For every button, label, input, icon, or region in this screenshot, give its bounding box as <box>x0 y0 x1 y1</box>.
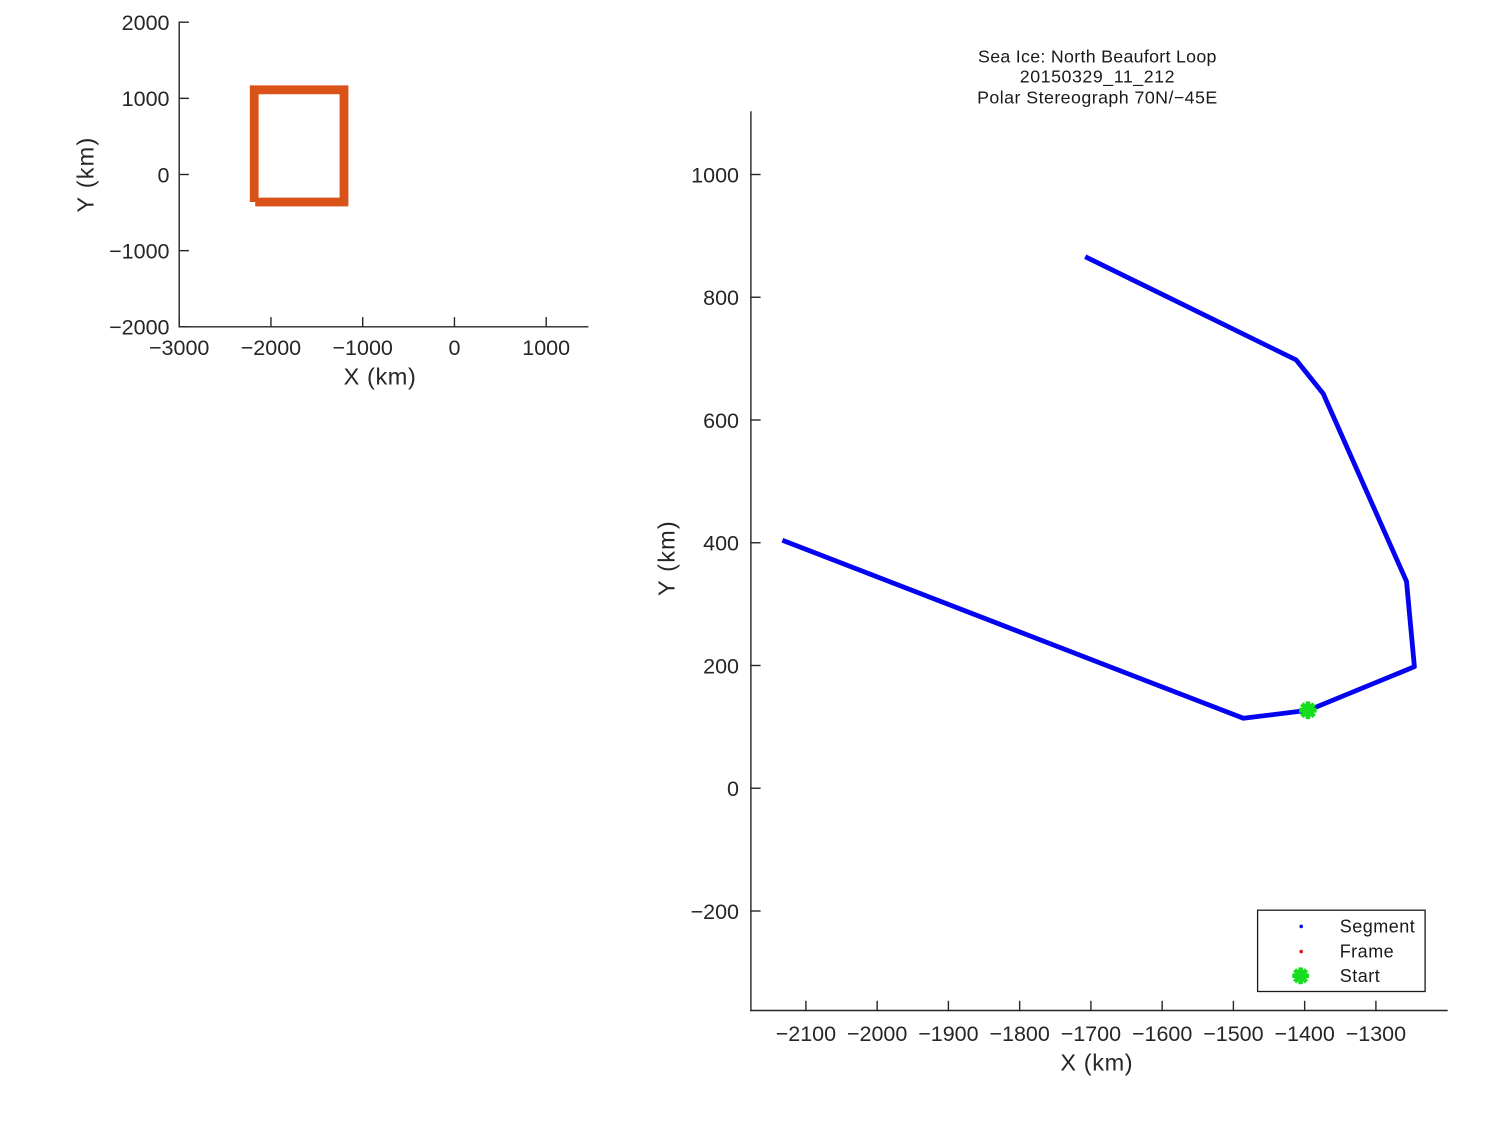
svg-text:800: 800 <box>703 286 739 310</box>
svg-text:0: 0 <box>727 777 739 801</box>
svg-text:−1500: −1500 <box>1203 1022 1263 1046</box>
svg-text:−1700: −1700 <box>1061 1022 1121 1046</box>
svg-text:−1300: −1300 <box>1346 1022 1406 1046</box>
svg-text:2000: 2000 <box>122 11 170 35</box>
svg-text:Sea Ice: North Beaufort Loop: Sea Ice: North Beaufort Loop <box>978 46 1217 66</box>
svg-text:1000: 1000 <box>522 336 570 360</box>
svg-text:−3000: −3000 <box>149 336 209 360</box>
svg-text:−200: −200 <box>691 900 739 924</box>
svg-text:−1000: −1000 <box>333 336 393 360</box>
svg-text:200: 200 <box>703 654 739 678</box>
svg-text:−1400: −1400 <box>1274 1022 1334 1046</box>
svg-text:−1900: −1900 <box>918 1022 978 1046</box>
svg-text:Polar Stereograph 70N/−45E: Polar Stereograph 70N/−45E <box>977 88 1218 108</box>
svg-text:−2000: −2000 <box>109 316 169 340</box>
svg-text:600: 600 <box>703 409 739 433</box>
svg-text:Start: Start <box>1340 966 1381 986</box>
svg-text:−1600: −1600 <box>1132 1022 1192 1046</box>
svg-text:X (km): X (km) <box>344 364 417 390</box>
svg-text:0: 0 <box>158 163 170 187</box>
svg-text:Segment: Segment <box>1340 917 1416 937</box>
svg-text:Frame: Frame <box>1340 942 1395 962</box>
svg-text:1000: 1000 <box>691 163 739 187</box>
svg-text:−2000: −2000 <box>241 336 301 360</box>
svg-text:−2100: −2100 <box>776 1022 836 1046</box>
svg-text:Y (km): Y (km) <box>653 520 679 596</box>
svg-text:−1800: −1800 <box>989 1022 1049 1046</box>
svg-text:0: 0 <box>448 336 460 360</box>
svg-text:Y (km): Y (km) <box>73 137 99 213</box>
svg-text:1000: 1000 <box>122 87 170 111</box>
svg-text:20150329_11_212: 20150329_11_212 <box>1020 67 1175 88</box>
svg-text:−2000: −2000 <box>847 1022 907 1046</box>
svg-text:X (km): X (km) <box>1060 1050 1133 1076</box>
svg-text:−1000: −1000 <box>109 239 169 263</box>
svg-text:400: 400 <box>703 532 739 556</box>
